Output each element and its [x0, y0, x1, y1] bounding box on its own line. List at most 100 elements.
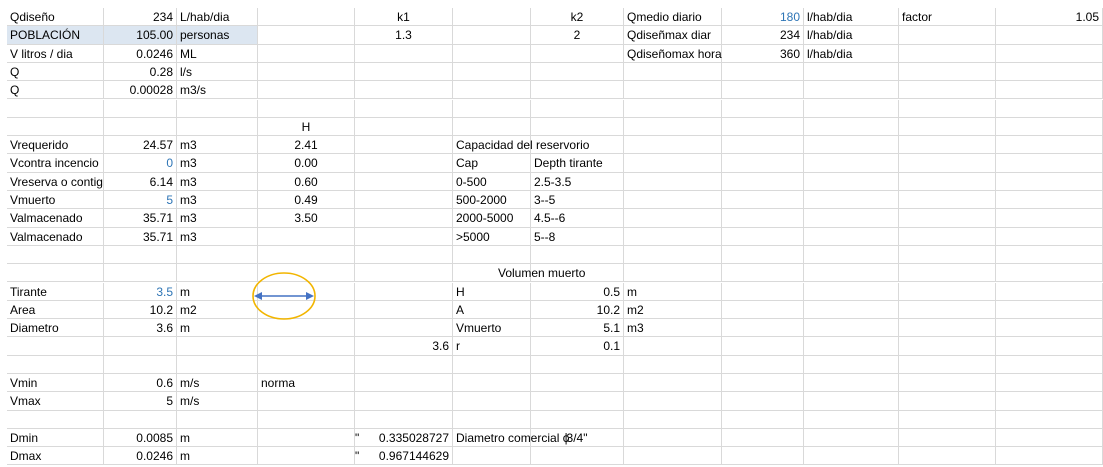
cell-r12-h[interactable] — [624, 209, 722, 228]
cell-r25-a[interactable]: Dmax — [7, 447, 104, 466]
cell-r13-c[interactable]: m3 — [177, 227, 258, 246]
cell-r9-b[interactable]: 0 — [104, 154, 177, 173]
cell-r4-j[interactable] — [722, 62, 804, 82]
cell-r21-l[interactable] — [899, 374, 996, 393]
cell-r15-a[interactable] — [7, 264, 104, 283]
cell-r3-k[interactable]: l/hab/dia — [804, 44, 899, 63]
cell-r10-l[interactable] — [899, 172, 996, 191]
cell-r11-g[interactable]: 3--5 — [531, 191, 624, 210]
cell-r25-n[interactable] — [996, 447, 1103, 466]
cell-r18-k[interactable] — [804, 319, 899, 338]
cell-r3-d[interactable] — [258, 44, 355, 63]
cell-r13-e[interactable] — [355, 227, 453, 246]
cell-r22-h[interactable] — [624, 392, 722, 411]
cell-r13-d[interactable] — [258, 227, 355, 246]
cell-r11-h[interactable] — [624, 191, 722, 210]
cell-r18-b[interactable]: 3.6 — [104, 319, 177, 338]
cell-r25-h[interactable] — [624, 447, 722, 466]
cell-r17-k[interactable] — [804, 300, 899, 320]
cell-r19-a[interactable] — [7, 337, 104, 356]
cell-r21-n[interactable] — [996, 374, 1103, 393]
cell-r24-n[interactable] — [996, 428, 1103, 448]
cell-r2-j[interactable]: 234 — [722, 26, 804, 45]
cell-r16-d[interactable] — [258, 282, 355, 301]
cell-r6-n[interactable] — [996, 99, 1103, 118]
cell-r21-b[interactable]: 0.6 — [104, 374, 177, 393]
cell-r6-g[interactable] — [531, 99, 624, 118]
cell-r24-a[interactable]: Dmin — [7, 428, 104, 448]
cell-r7-b[interactable] — [104, 117, 177, 137]
cell-r20-g[interactable] — [531, 355, 624, 374]
cell-r20-d[interactable] — [258, 355, 355, 374]
cell-r5-k[interactable] — [804, 81, 899, 100]
cell-r10-h[interactable] — [624, 172, 722, 191]
cell-r25-f_quote[interactable]: " — [355, 447, 453, 465]
cell-r20-f[interactable] — [453, 355, 531, 374]
cell-r16-j[interactable] — [722, 282, 804, 301]
cell-r5-a[interactable]: Q — [7, 81, 104, 100]
cell-r6-e[interactable] — [355, 99, 453, 118]
cell-r14-c[interactable] — [177, 245, 258, 265]
cell-r22-b[interactable]: 5 — [104, 392, 177, 411]
cell-r11-c[interactable]: m3 — [177, 191, 258, 210]
cell-r4-l[interactable] — [899, 62, 996, 82]
cell-r13-g[interactable]: 5--8 — [531, 227, 624, 246]
diameter-ellipse-shape[interactable] — [251, 270, 317, 322]
cell-r22-l[interactable] — [899, 392, 996, 411]
cell-r23-e[interactable] — [355, 410, 453, 429]
cell-r17-l[interactable] — [899, 300, 996, 320]
spreadsheet-grid[interactable]: Qdiseño 234 L/hab/dia k1 k2 180 l/hab/dia facto… — [7, 8, 1103, 467]
cell-r20-e[interactable] — [355, 355, 453, 374]
cell-r15-f[interactable]: Volumen muerto — [453, 264, 585, 283]
cell-r18-d[interactable] — [258, 319, 355, 338]
cell-r6-h[interactable] — [624, 99, 722, 118]
cell-r3-f[interactable] — [453, 44, 531, 63]
cell-r12-d[interactable]: 3.50 — [258, 209, 355, 228]
cell-r9-c[interactable]: m3 — [177, 154, 258, 173]
cell-r7-a[interactable] — [7, 117, 104, 137]
cell-r5-d[interactable] — [258, 81, 355, 100]
cell-r3-b[interactable]: 0.0246 — [104, 44, 177, 63]
cell-r10-j[interactable] — [722, 172, 804, 191]
cell-r24-j[interactable] — [722, 428, 804, 448]
cell-r8-n[interactable] — [996, 136, 1103, 155]
cell-r11-j[interactable] — [722, 191, 804, 210]
cell-r17-a[interactable]: Area — [7, 300, 104, 320]
cell-r1-b[interactable]: 234 — [104, 8, 177, 27]
cell-r9-a[interactable]: Vcontra incencio — [7, 154, 104, 173]
cell-r23-j[interactable] — [722, 410, 804, 429]
cell-r10-a[interactable]: Vreserva o contig — [7, 172, 104, 191]
cell-r1-k[interactable]: l/hab/dia — [804, 8, 899, 27]
cell-r4-a[interactable]: Q — [7, 62, 104, 82]
cell-r21-e[interactable] — [355, 374, 453, 393]
cell-r22-a[interactable]: Vmax — [7, 392, 104, 411]
cell-r15-b[interactable] — [104, 264, 177, 283]
cell-r23-a[interactable] — [7, 410, 104, 429]
cell-r17-d[interactable] — [258, 300, 355, 320]
cell-r14-a[interactable] — [7, 245, 104, 265]
cell-r7-d[interactable]: H — [258, 117, 355, 137]
cell-r11-a[interactable]: Vmuerto — [7, 191, 104, 210]
cell-r7-g[interactable] — [531, 117, 624, 137]
cell-r15-e[interactable] — [355, 264, 453, 283]
cell-r6-d[interactable] — [258, 99, 355, 118]
cell-r9-e[interactable] — [355, 154, 453, 173]
cell-r24-f[interactable]: Diametro comercial ϕ — [453, 428, 569, 448]
cell-r12-e[interactable] — [355, 209, 453, 228]
cell-r11-n[interactable] — [996, 191, 1103, 210]
cell-r12-n[interactable] — [996, 209, 1103, 228]
cell-r9-d[interactable]: 0.00 — [258, 154, 355, 173]
cell-r15-k[interactable] — [804, 264, 899, 283]
cell-r17-e[interactable] — [355, 300, 453, 320]
cell-r10-g[interactable]: 2.5-3.5 — [531, 172, 624, 191]
cell-r18-l[interactable] — [899, 319, 996, 338]
cell-r5-l[interactable] — [899, 81, 996, 100]
cell-r5-f[interactable] — [453, 81, 531, 100]
cell-r19-g[interactable]: 0.1 — [531, 337, 624, 356]
cell-r7-c[interactable] — [177, 117, 258, 137]
cell-r12-g[interactable]: 4.5--6 — [531, 209, 624, 228]
cell-r18-c[interactable]: m — [177, 319, 258, 338]
cell-r15-c[interactable] — [177, 264, 258, 283]
cell-r22-n[interactable] — [996, 392, 1103, 411]
cell-r1-e[interactable]: k1 — [355, 8, 453, 27]
